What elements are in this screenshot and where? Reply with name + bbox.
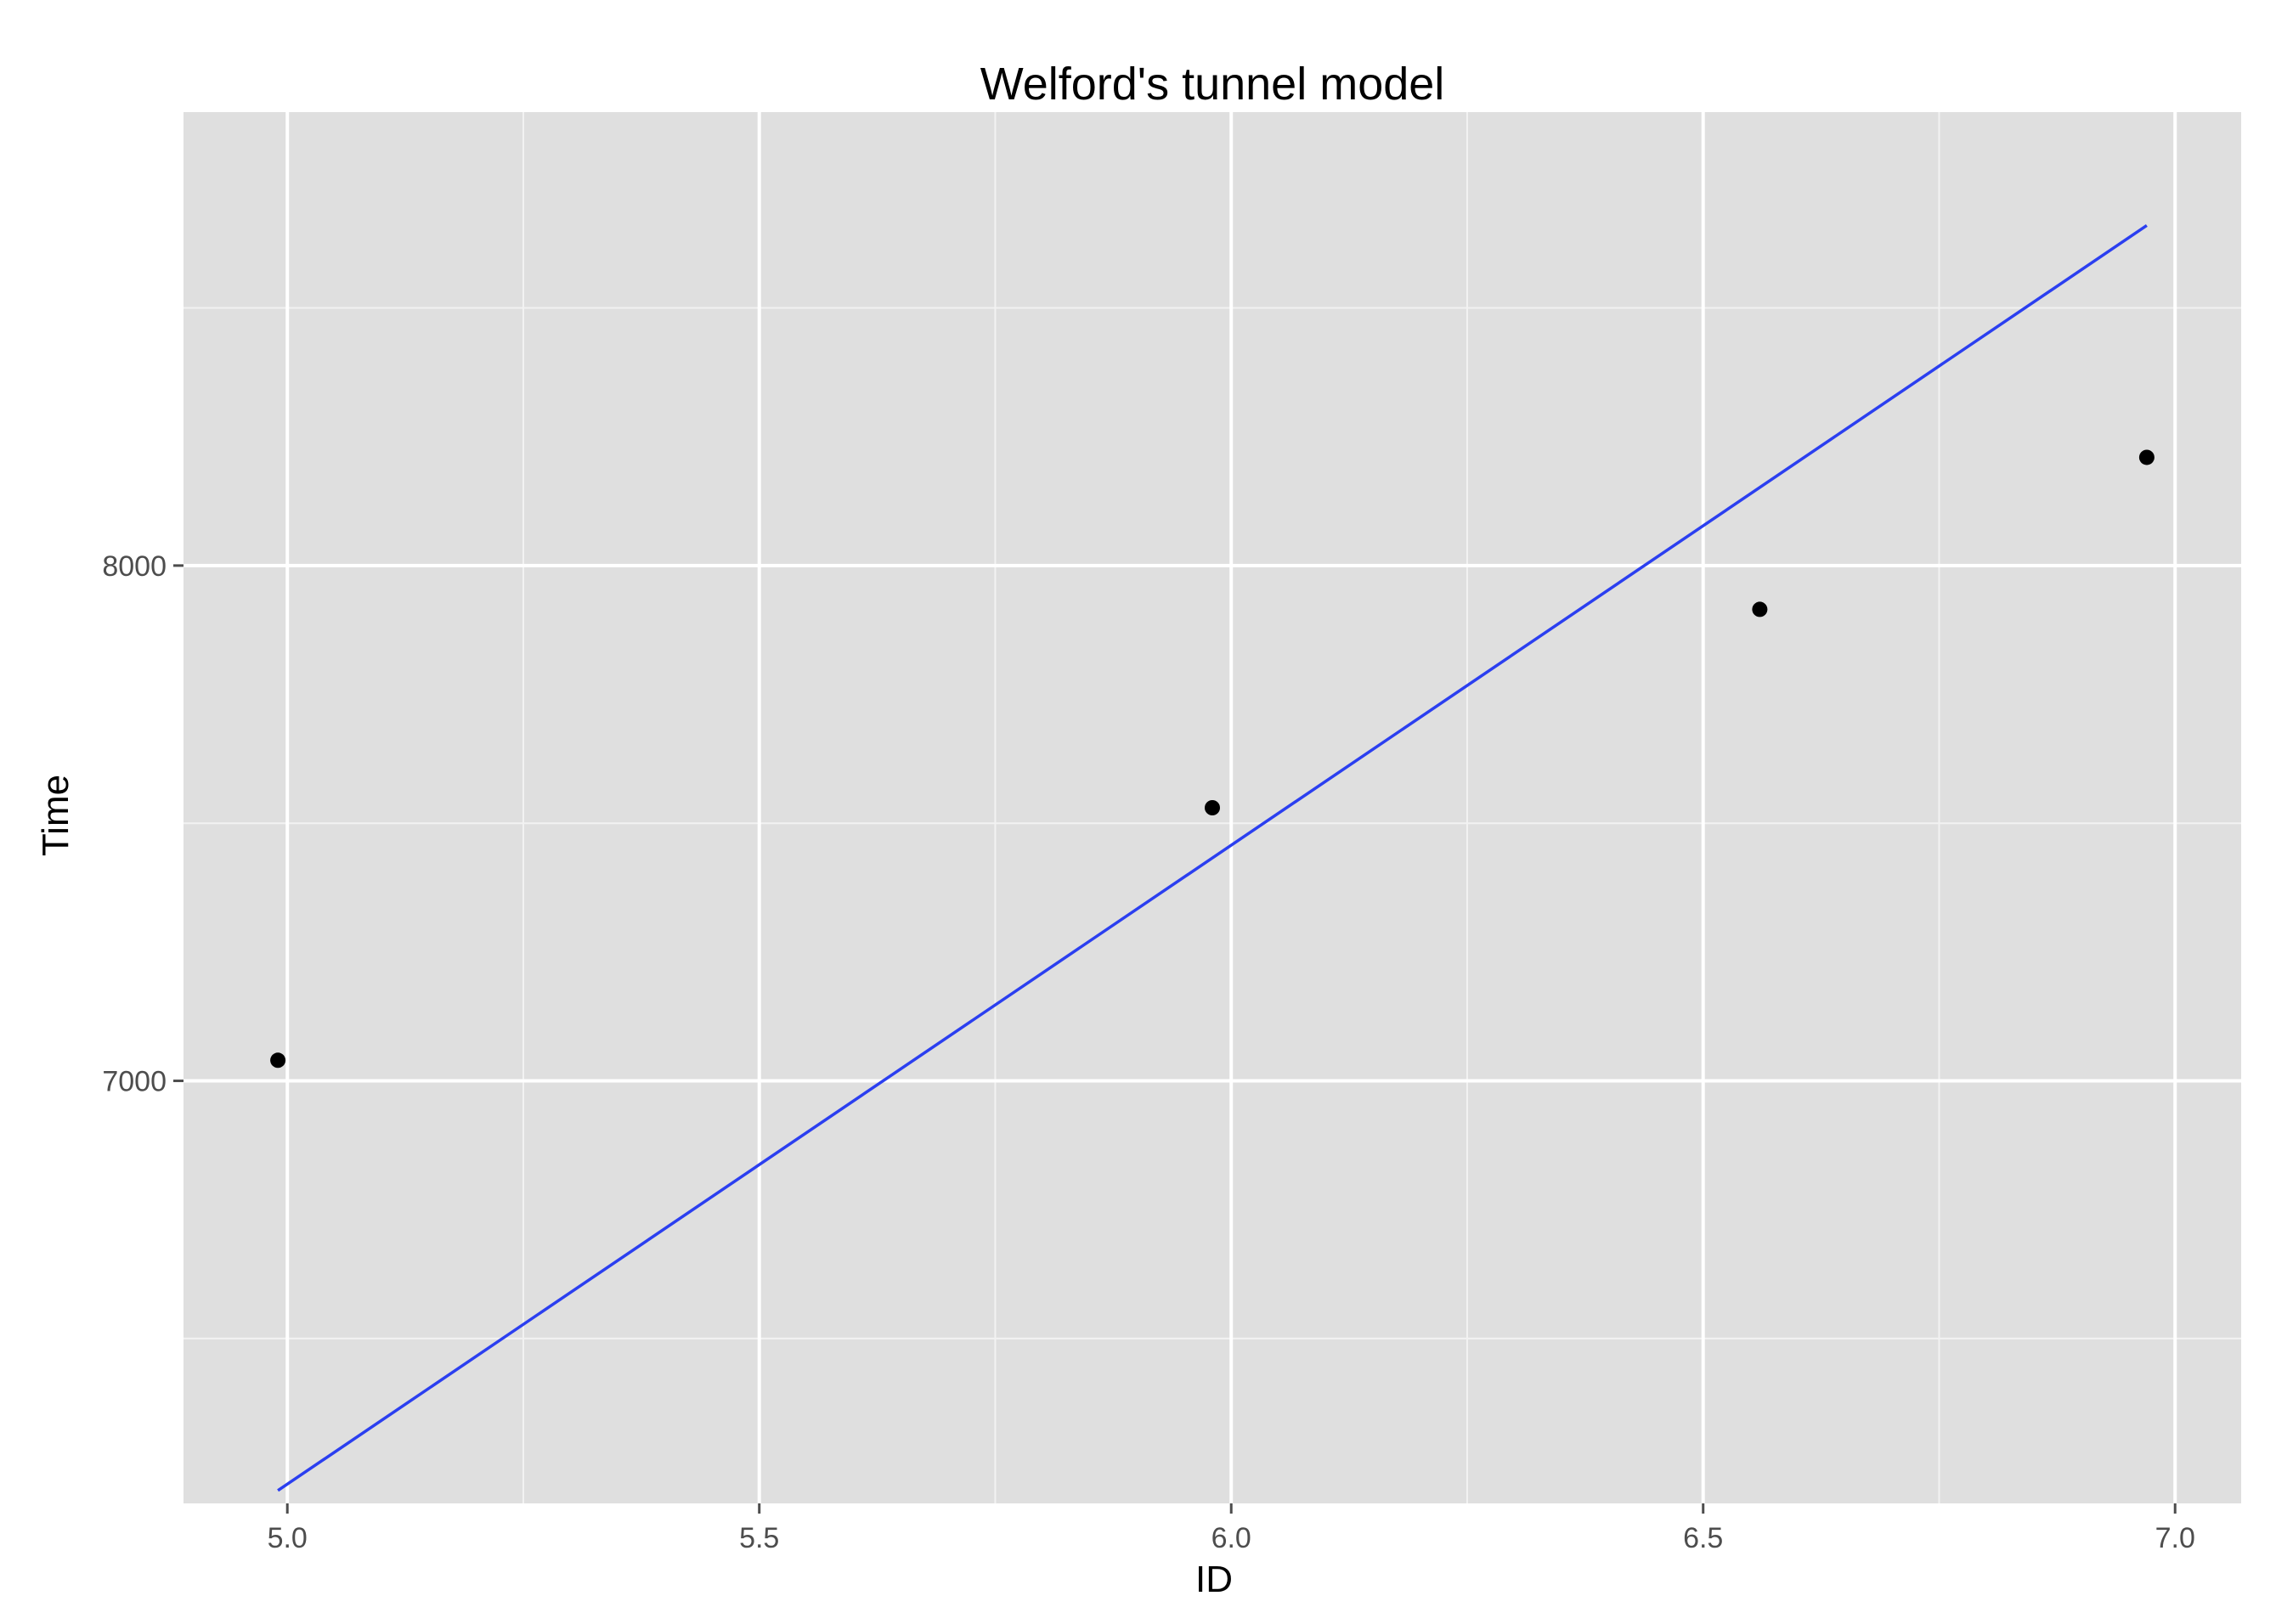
y-axis-title: Time: [35, 775, 76, 856]
fit-line: [277, 224, 2148, 1492]
x-tick-label: 6.0: [1211, 1522, 1251, 1554]
y-tick-label: 8000: [102, 550, 167, 583]
y-axis-ticks: 7000 8000: [102, 550, 184, 1098]
data-point: [2138, 449, 2155, 465]
major-gridlines: [184, 112, 2241, 1503]
x-axis-title: ID: [1195, 1559, 1233, 1600]
minor-gridlines: [184, 112, 2241, 1503]
chart-title: Welford's tunnel model: [980, 59, 1445, 110]
points-layer: [270, 449, 2155, 1069]
y-tick-label: 7000: [102, 1066, 167, 1098]
x-tick-label: 5.0: [268, 1522, 308, 1554]
x-tick-label: 6.5: [1683, 1522, 1723, 1554]
data-point: [270, 1052, 286, 1069]
fit-line-layer: [277, 224, 2148, 1492]
x-tick-label: 5.5: [739, 1522, 779, 1554]
data-point: [1752, 601, 1768, 617]
x-axis-ticks: 5.0 5.5 6.0 6.5 7.0: [268, 1503, 2195, 1554]
x-tick-label: 7.0: [2155, 1522, 2195, 1554]
data-point: [1205, 800, 1220, 815]
